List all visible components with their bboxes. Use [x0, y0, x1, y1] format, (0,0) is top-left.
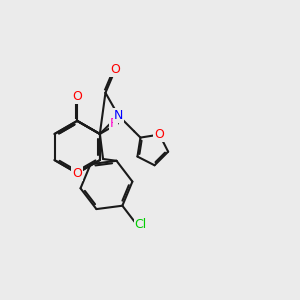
Text: O: O — [110, 63, 120, 76]
Text: O: O — [72, 167, 82, 180]
Text: Cl: Cl — [135, 218, 147, 231]
Text: O: O — [154, 128, 164, 141]
Text: N: N — [114, 109, 123, 122]
Text: F: F — [110, 117, 117, 130]
Text: O: O — [72, 90, 82, 103]
